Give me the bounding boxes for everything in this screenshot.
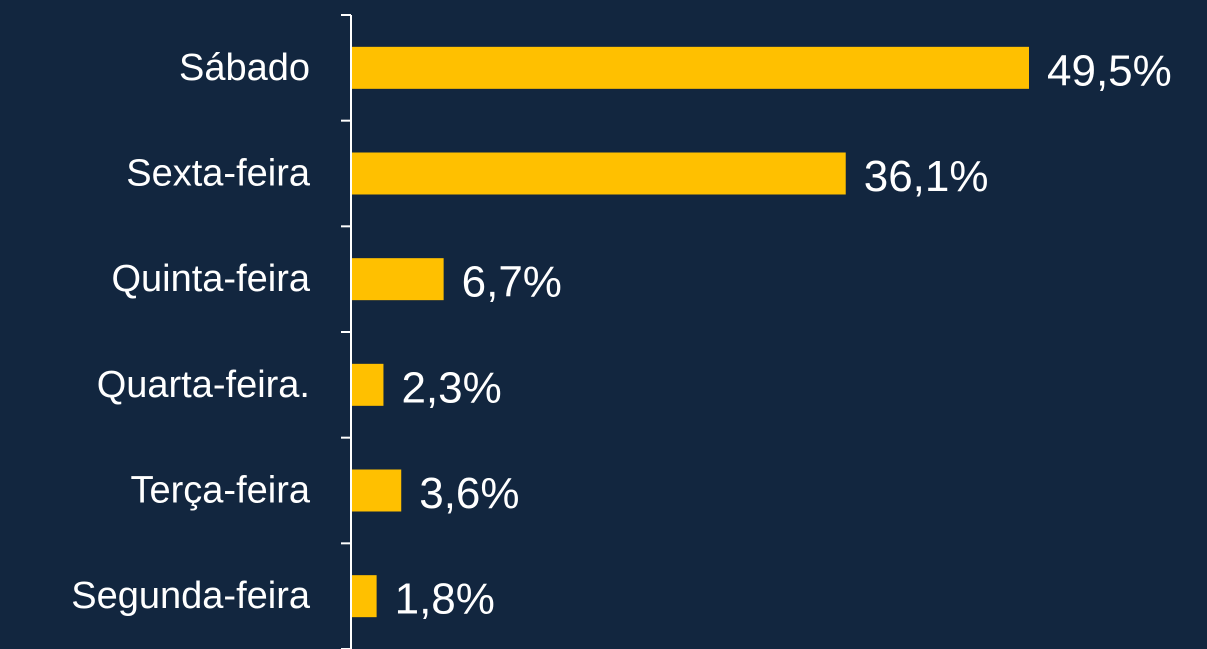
category-label: Sexta-feira <box>126 153 311 195</box>
bar <box>352 469 402 512</box>
value-label: 2,3% <box>401 363 501 412</box>
category-label: Quarta-feira. <box>97 364 310 406</box>
value-label: 3,6% <box>419 469 519 518</box>
bar <box>352 152 846 195</box>
category-label: Segunda-feira <box>71 575 311 617</box>
value-label: 49,5% <box>1047 46 1172 95</box>
value-label: 36,1% <box>864 152 989 201</box>
bar <box>352 363 384 406</box>
value-label: 1,8% <box>395 575 495 624</box>
bar <box>352 258 444 301</box>
category-label: Quinta-feira <box>111 258 310 300</box>
category-label: Sábado <box>179 47 310 89</box>
bar <box>352 46 1029 89</box>
category-label: Terça-feira <box>131 470 311 512</box>
value-label: 6,7% <box>462 258 562 307</box>
bar <box>352 575 377 618</box>
